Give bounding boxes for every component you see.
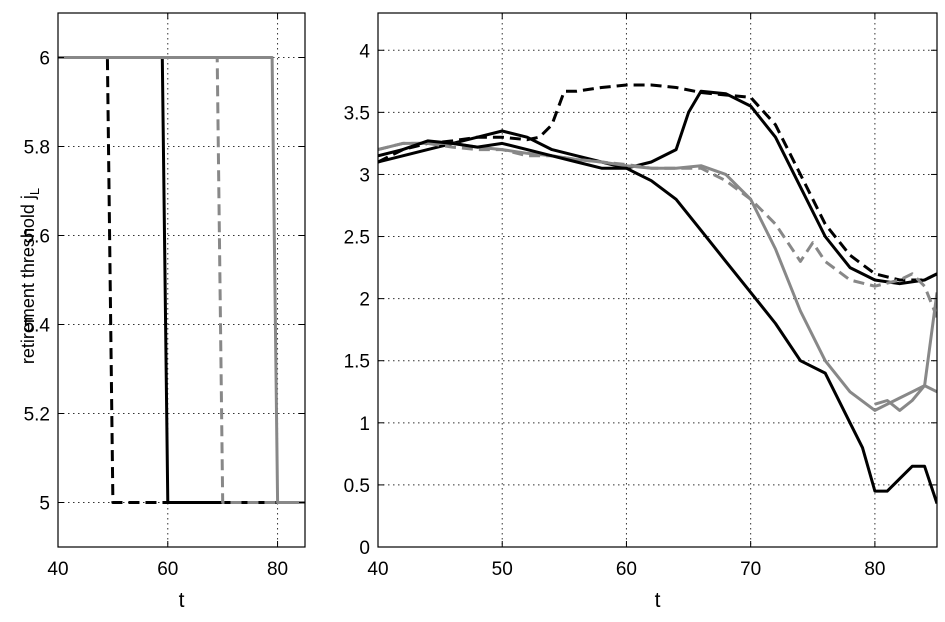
x-tick-label: 40 xyxy=(47,559,68,580)
y-tick-label: 5.6 xyxy=(24,227,50,248)
y-tick-label: 2.5 xyxy=(344,228,370,249)
y-tick-label: 0.5 xyxy=(344,476,370,497)
y-tick-label: 5.8 xyxy=(24,138,50,159)
right-panel: 40 50 60 70 80 0 0.5 1 1.5 2 2.5 3 3.5 4 t xyxy=(344,12,938,612)
series-group xyxy=(378,83,937,504)
x-tick-label: 80 xyxy=(267,559,288,580)
series-line-2 xyxy=(58,56,278,504)
x-tick-label: 70 xyxy=(740,559,761,580)
y-tick-label: 5.4 xyxy=(24,316,51,337)
y-tick-label: 0 xyxy=(359,538,370,559)
series-line-4 xyxy=(874,292,937,412)
axes-box xyxy=(57,12,306,548)
series-line-3 xyxy=(378,141,937,412)
x-axis-label: t xyxy=(179,589,185,612)
y-tick-label: 2 xyxy=(359,290,370,311)
y-tick-label: 5.2 xyxy=(24,405,50,426)
x-tick-label: 60 xyxy=(616,559,637,580)
y-tick-label: 1 xyxy=(359,414,370,435)
x-tick-label: 80 xyxy=(864,559,885,580)
axes-box xyxy=(377,12,938,548)
x-tick-label: 60 xyxy=(157,559,178,580)
series-line-1 xyxy=(378,89,937,286)
x-tick-label: 50 xyxy=(492,559,513,580)
series-line-5 xyxy=(378,139,937,504)
y-axis-label: retirement threshold jL xyxy=(18,188,42,364)
y-tick-label: 1.5 xyxy=(344,352,370,373)
x-axis-label: t xyxy=(655,589,661,612)
series-line-0 xyxy=(58,56,168,504)
y-tick-label: 4 xyxy=(359,41,370,62)
series-line-0 xyxy=(378,83,937,282)
series-group xyxy=(58,56,305,504)
x-tick-label: 40 xyxy=(367,559,388,580)
left-panel: 40 60 80 5 5.2 5.4 5.6 5.8 6 t xyxy=(24,12,306,612)
series-line-3 xyxy=(58,56,305,504)
y-tick-label: 3.5 xyxy=(344,103,370,124)
y-tick-label: 3 xyxy=(359,165,370,186)
y-tick-label: 5 xyxy=(39,494,50,515)
y-tick-label: 6 xyxy=(39,49,50,70)
